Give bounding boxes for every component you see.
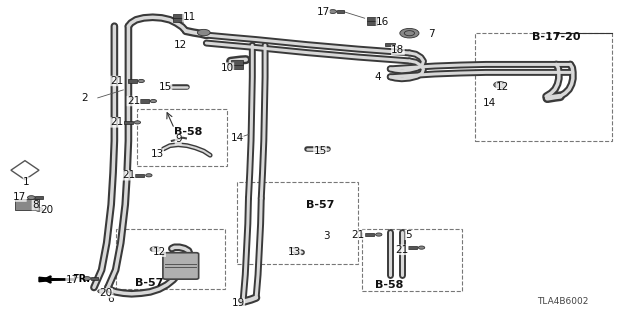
Text: 3: 3 <box>323 231 330 241</box>
Text: 17: 17 <box>13 192 26 202</box>
Circle shape <box>35 207 43 211</box>
Text: 21: 21 <box>395 245 408 255</box>
Text: 20: 20 <box>40 205 53 215</box>
Text: FR.: FR. <box>72 275 90 284</box>
Text: 12: 12 <box>152 247 166 257</box>
Bar <box>128 79 137 83</box>
Text: 2: 2 <box>82 93 88 103</box>
Bar <box>231 65 243 69</box>
Bar <box>137 109 227 166</box>
Text: 21: 21 <box>110 76 124 86</box>
Text: B-57: B-57 <box>306 200 334 210</box>
Bar <box>365 233 374 236</box>
Bar <box>367 17 378 21</box>
Text: 9: 9 <box>175 134 182 144</box>
Text: 4: 4 <box>374 72 381 82</box>
Text: 1: 1 <box>23 177 29 187</box>
Bar <box>124 121 133 124</box>
Text: 17: 17 <box>65 276 79 285</box>
Bar <box>362 228 462 291</box>
Bar <box>35 196 43 199</box>
Text: 21: 21 <box>352 230 365 240</box>
Text: 21: 21 <box>122 170 135 180</box>
Circle shape <box>83 276 91 280</box>
Text: 12: 12 <box>496 82 509 92</box>
Text: 14: 14 <box>483 98 496 108</box>
Circle shape <box>146 174 152 177</box>
Bar <box>91 277 99 280</box>
Bar <box>237 182 358 264</box>
Text: 5: 5 <box>405 230 412 240</box>
Text: 10: 10 <box>221 63 234 73</box>
Bar <box>173 14 183 18</box>
Text: 15: 15 <box>159 82 172 92</box>
Text: 21: 21 <box>110 117 124 127</box>
Bar <box>474 33 612 141</box>
Text: B-57: B-57 <box>134 278 163 288</box>
Text: 13: 13 <box>150 148 164 159</box>
Circle shape <box>28 196 35 199</box>
Circle shape <box>197 29 210 36</box>
Bar <box>136 174 145 177</box>
Text: 20: 20 <box>99 288 113 298</box>
Bar <box>15 199 39 210</box>
Circle shape <box>419 246 425 249</box>
Circle shape <box>329 10 337 13</box>
Text: B-58: B-58 <box>174 127 203 137</box>
Polygon shape <box>39 277 61 282</box>
Text: 19: 19 <box>232 298 245 308</box>
Circle shape <box>493 82 506 88</box>
Text: 15: 15 <box>314 146 326 156</box>
Text: 18: 18 <box>391 45 404 55</box>
Text: 12: 12 <box>174 40 188 50</box>
Circle shape <box>150 100 157 103</box>
FancyBboxPatch shape <box>163 253 198 279</box>
Bar <box>116 228 225 289</box>
Text: 8: 8 <box>32 200 38 210</box>
Text: 14: 14 <box>230 133 244 143</box>
Text: 21: 21 <box>127 96 140 106</box>
Text: 6: 6 <box>108 293 114 304</box>
Text: 17: 17 <box>317 6 330 17</box>
Text: 13: 13 <box>288 247 301 257</box>
Text: 11: 11 <box>182 12 196 22</box>
Circle shape <box>98 289 106 293</box>
Bar <box>408 246 417 249</box>
Circle shape <box>376 233 382 236</box>
Circle shape <box>404 31 415 36</box>
Bar <box>337 10 344 13</box>
Circle shape <box>150 247 161 252</box>
Text: 7: 7 <box>428 29 435 39</box>
Bar <box>385 43 396 46</box>
Circle shape <box>134 121 141 124</box>
Text: B-58: B-58 <box>375 280 403 290</box>
Bar <box>140 100 149 103</box>
Text: 16: 16 <box>376 17 389 28</box>
Bar <box>173 18 183 21</box>
Bar <box>367 21 378 25</box>
Circle shape <box>400 28 419 38</box>
Text: TLA4B6002: TLA4B6002 <box>537 297 588 306</box>
Bar <box>231 60 243 65</box>
Circle shape <box>138 79 145 83</box>
Text: B-17-20: B-17-20 <box>532 32 580 42</box>
